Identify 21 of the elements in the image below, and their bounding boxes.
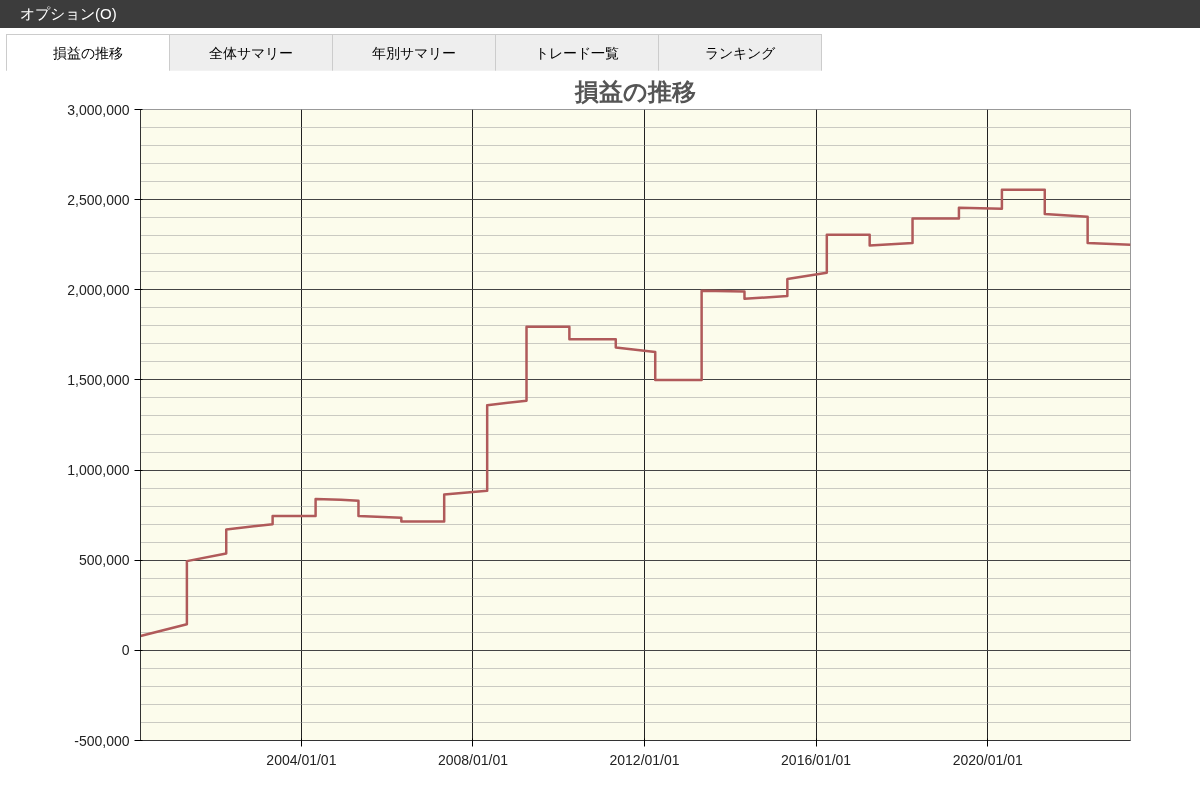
text: 年別サマリー	[332, 34, 496, 71]
text: トレード一覧	[495, 34, 659, 71]
y-tick-label: 0	[121, 642, 130, 659]
x-tick-label: 2008/01/01	[437, 751, 509, 768]
y-tick-label: 500,000	[78, 552, 130, 569]
chart-title: 損益の推移	[574, 77, 696, 105]
x-tick-label: 2016/01/01	[781, 751, 852, 768]
x-tick-label: 2004/01/01	[266, 751, 337, 768]
text: ランキング	[658, 34, 822, 71]
x-tick-label: 2012/01/01	[609, 751, 680, 768]
y-tick-label: 2,000,000	[67, 281, 130, 298]
y-tick-label: 1,500,000	[67, 371, 130, 388]
text: 損益の推移	[6, 34, 170, 71]
text: オプション(O)	[20, 5, 117, 22]
y-tick-label: -500,000	[74, 732, 130, 749]
text: 全体サマリー	[169, 34, 333, 71]
y-tick-label: 1,000,000	[67, 462, 130, 479]
line-series	[140, 188, 1131, 638]
y-tick-label: 2,500,000	[67, 191, 130, 208]
x-tick-label: 2020/01/01	[952, 751, 1023, 768]
y-tick-label: 3,000,000	[67, 101, 130, 118]
